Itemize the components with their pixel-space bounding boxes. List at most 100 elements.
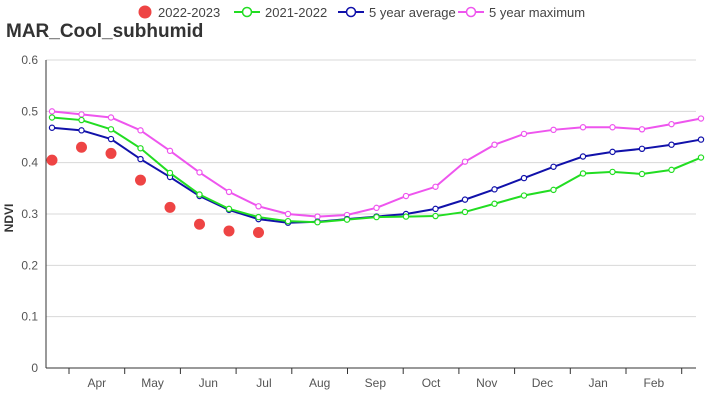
data-point — [609, 168, 616, 176]
data-point — [48, 124, 56, 131]
y-tick-label: 0 — [31, 361, 38, 375]
data-point — [550, 186, 557, 194]
legend-label: 2022-2023 — [158, 4, 221, 20]
data-point — [402, 213, 410, 220]
data-point — [196, 169, 203, 176]
data-point — [343, 216, 351, 223]
x-tick-label: Jul — [256, 376, 271, 390]
x-tick-label: Aug — [309, 376, 330, 390]
data-point — [373, 204, 380, 212]
data-point — [668, 120, 675, 128]
data-point — [491, 186, 498, 193]
data-point — [78, 111, 85, 118]
data-point — [461, 158, 469, 165]
data-point — [550, 163, 557, 170]
y-tick-label: 0.1 — [21, 310, 38, 324]
x-tick-label: Jan — [588, 376, 607, 390]
x-tick-label: Feb — [644, 376, 665, 390]
legend-item-2021-2022[interactable]: 2021-2022 — [234, 2, 327, 22]
data-point — [107, 135, 115, 143]
legend-line-icon — [234, 6, 260, 18]
data-point — [107, 126, 115, 133]
data-point — [697, 115, 705, 122]
data-point — [48, 114, 56, 121]
data-point — [76, 141, 87, 153]
data-point — [78, 116, 85, 124]
data-point — [166, 169, 174, 177]
data-point — [579, 153, 587, 160]
data-point — [491, 200, 498, 207]
data-point — [107, 114, 115, 121]
data-point — [137, 127, 144, 134]
data-point — [137, 155, 144, 163]
legend-line-icon — [458, 6, 484, 18]
data-point — [255, 203, 262, 210]
y-tick-label: 0.6 — [21, 53, 38, 67]
chart-title: MAR_Cool_subhumid — [6, 21, 204, 42]
data-point — [668, 141, 675, 148]
data-point — [373, 213, 380, 221]
legend: 2022-2023 2021-2022 5 year average 5 yea… — [0, 2, 726, 22]
data-point — [432, 205, 439, 213]
data-point — [520, 192, 528, 199]
data-point — [284, 217, 292, 225]
legend-item-2022-2023[interactable]: 2022-2023 — [137, 2, 220, 22]
data-point — [638, 145, 646, 153]
y-tick-label: 0.3 — [21, 207, 38, 221]
legend-dot-icon — [138, 5, 152, 19]
x-tick-label: Sep — [365, 376, 387, 390]
x-tick-label: Jun — [199, 376, 218, 390]
data-point — [46, 154, 58, 166]
legend-label: 5 year average — [369, 4, 456, 20]
y-axis-title: NDVI — [2, 204, 16, 233]
data-point — [461, 196, 469, 203]
data-point — [164, 201, 176, 213]
data-point — [609, 148, 616, 156]
data-point — [579, 170, 587, 177]
x-tick-label: May — [141, 376, 164, 390]
x-tick-label: Apr — [88, 376, 107, 390]
data-point — [638, 170, 646, 178]
data-point — [638, 126, 646, 133]
data-point — [697, 136, 705, 143]
data-point — [48, 108, 56, 115]
data-point — [697, 154, 705, 161]
data-point — [579, 124, 587, 131]
data-point — [668, 166, 675, 174]
data-point — [135, 174, 146, 186]
data-point — [609, 124, 616, 131]
legend-line-icon — [338, 6, 364, 18]
y-tick-label: 0.2 — [21, 258, 38, 272]
data-point — [105, 147, 117, 159]
legend-item-5-year-maximum[interactable]: 5 year maximum — [458, 2, 585, 22]
data-point — [223, 225, 235, 237]
data-point — [314, 219, 321, 226]
data-point — [402, 192, 410, 200]
data-point — [166, 147, 174, 155]
data-point — [461, 208, 469, 216]
data-point — [78, 127, 85, 134]
y-tick-label: 0.4 — [21, 156, 38, 170]
data-point — [225, 205, 233, 213]
data-point — [255, 213, 262, 221]
data-point — [196, 191, 203, 198]
data-point — [550, 126, 557, 134]
data-point — [432, 212, 439, 220]
data-point — [137, 145, 144, 152]
data-point — [432, 183, 439, 190]
x-tick-label: Dec — [532, 376, 553, 390]
x-tick-label: Oct — [422, 376, 441, 390]
legend-label: 2021-2022 — [265, 4, 328, 20]
data-point — [520, 130, 528, 138]
data-point — [194, 218, 205, 230]
data-point — [225, 188, 233, 196]
legend-item-5-year-average[interactable]: 5 year average — [338, 2, 456, 22]
x-tick-label: Nov — [476, 376, 497, 390]
data-point — [253, 226, 264, 238]
data-point — [314, 213, 321, 220]
data-point — [491, 141, 498, 148]
data-point — [284, 210, 292, 218]
data-point — [520, 174, 528, 182]
y-tick-label: 0.5 — [21, 104, 38, 118]
